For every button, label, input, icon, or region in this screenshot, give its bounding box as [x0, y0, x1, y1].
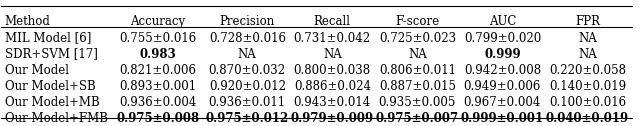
Text: F-score: F-score — [396, 15, 440, 28]
Text: 0.800±0.038: 0.800±0.038 — [294, 64, 371, 77]
Text: 0.725±0.023: 0.725±0.023 — [379, 32, 456, 45]
Text: Our Model+MB: Our Model+MB — [4, 96, 99, 109]
Text: 0.936±0.011: 0.936±0.011 — [209, 96, 286, 109]
Text: Recall: Recall — [314, 15, 351, 28]
Text: NA: NA — [578, 32, 597, 45]
Text: 0.821±0.006: 0.821±0.006 — [119, 64, 196, 77]
Text: 0.936±0.004: 0.936±0.004 — [119, 96, 196, 109]
Text: 0.983: 0.983 — [139, 48, 176, 61]
Text: 0.731±0.042: 0.731±0.042 — [294, 32, 371, 45]
Text: FPR: FPR — [575, 15, 600, 28]
Text: 0.999±0.001: 0.999±0.001 — [461, 112, 544, 125]
Text: 0.870±0.032: 0.870±0.032 — [209, 64, 286, 77]
Text: 0.999: 0.999 — [484, 48, 521, 61]
Text: 0.886±0.024: 0.886±0.024 — [294, 80, 371, 93]
Text: Our Model+SB: Our Model+SB — [4, 80, 95, 93]
Text: 0.806±0.011: 0.806±0.011 — [379, 64, 456, 77]
Text: 0.893±0.001: 0.893±0.001 — [119, 80, 196, 93]
Text: 0.942±0.008: 0.942±0.008 — [464, 64, 541, 77]
Text: Our Model+FMB: Our Model+FMB — [4, 112, 108, 125]
Text: 0.975±0.008: 0.975±0.008 — [116, 112, 199, 125]
Text: SDR+SVM [17]: SDR+SVM [17] — [4, 48, 97, 61]
Text: Accuracy: Accuracy — [130, 15, 185, 28]
Text: 0.755±0.016: 0.755±0.016 — [119, 32, 196, 45]
Text: 0.920±0.012: 0.920±0.012 — [209, 80, 286, 93]
Text: 0.949±0.006: 0.949±0.006 — [464, 80, 541, 93]
Text: MIL Model [6]: MIL Model [6] — [4, 32, 91, 45]
Text: 0.799±0.020: 0.799±0.020 — [464, 32, 541, 45]
Text: 0.100±0.016: 0.100±0.016 — [549, 96, 626, 109]
Text: 0.975±0.012: 0.975±0.012 — [205, 112, 289, 125]
Text: NA: NA — [238, 48, 257, 61]
Text: AUC: AUC — [489, 15, 516, 28]
Text: 0.040±0.019: 0.040±0.019 — [546, 112, 629, 125]
Text: 0.935±0.005: 0.935±0.005 — [379, 96, 456, 109]
Text: Precision: Precision — [220, 15, 275, 28]
Text: 0.979±0.009: 0.979±0.009 — [291, 112, 374, 125]
Text: Method: Method — [4, 15, 51, 28]
Text: NA: NA — [323, 48, 342, 61]
Text: NA: NA — [578, 48, 597, 61]
Text: 0.728±0.016: 0.728±0.016 — [209, 32, 286, 45]
Text: 0.887±0.015: 0.887±0.015 — [379, 80, 456, 93]
Text: NA: NA — [408, 48, 427, 61]
Text: 0.975±0.007: 0.975±0.007 — [376, 112, 459, 125]
Text: 0.967±0.004: 0.967±0.004 — [464, 96, 541, 109]
Text: Our Model: Our Model — [4, 64, 68, 77]
Text: 0.220±0.058: 0.220±0.058 — [549, 64, 626, 77]
Text: 0.140±0.019: 0.140±0.019 — [549, 80, 626, 93]
Text: 0.943±0.014: 0.943±0.014 — [294, 96, 371, 109]
